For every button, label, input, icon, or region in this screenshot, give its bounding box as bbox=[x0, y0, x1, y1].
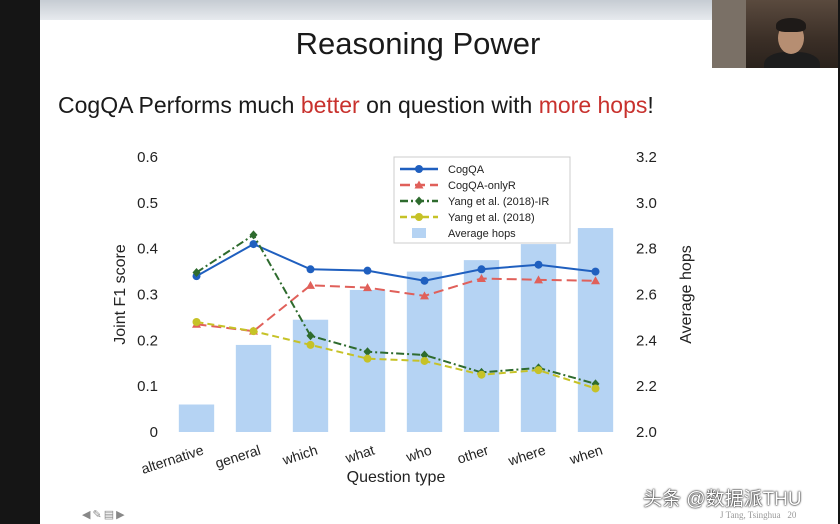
x-tick-label: what bbox=[342, 442, 376, 467]
legend-bar-swatch bbox=[412, 228, 426, 238]
legend-label: Average hops bbox=[448, 228, 516, 240]
x-tick-label: where bbox=[505, 442, 547, 469]
series-point bbox=[306, 331, 315, 341]
series-point bbox=[363, 347, 372, 357]
slide-subtitle: CogQA Performs much better on question w… bbox=[58, 92, 654, 119]
series-point bbox=[249, 327, 258, 336]
webcam-background bbox=[712, 0, 746, 68]
slide-footer: J Tang, Tsinghua 20 bbox=[720, 510, 796, 520]
series-point bbox=[534, 275, 543, 284]
arrow-right-icon[interactable]: ▶ bbox=[116, 509, 127, 521]
legend-marker bbox=[414, 180, 424, 189]
y2-tick-label: 2.0 bbox=[636, 424, 657, 441]
subtitle-exclamation: ! bbox=[647, 92, 654, 118]
y-tick-label: 0.2 bbox=[137, 332, 158, 349]
series-point bbox=[363, 354, 372, 363]
bar-average-hops bbox=[235, 344, 272, 432]
watermark: 头条 @数据派THU bbox=[643, 489, 802, 510]
slide-top-bar bbox=[40, 0, 838, 20]
series-point bbox=[477, 265, 486, 274]
x-tick-label: when bbox=[567, 442, 605, 468]
legend-marker bbox=[415, 196, 423, 206]
footer-author: J Tang, Tsinghua bbox=[720, 510, 781, 520]
legend-label: CogQA-onlyR bbox=[448, 180, 516, 192]
y-tick-label: 0.3 bbox=[137, 287, 158, 304]
series-point bbox=[363, 266, 372, 275]
y-tick-label: 0.1 bbox=[137, 378, 158, 395]
subtitle-highlight-more-hops: more hops bbox=[538, 92, 648, 118]
series-point bbox=[306, 280, 315, 289]
pen-icon[interactable]: ✎ bbox=[92, 509, 104, 521]
y2-axis-title: Average hops bbox=[678, 245, 695, 343]
y-tick-label: 0.6 bbox=[137, 149, 158, 166]
y2-tick-label: 2.8 bbox=[636, 241, 657, 258]
hops-f1-chart: 0 0.1 0.2 0.3 0.4 0.5 0.6 2.0 2.2 2.4 2.6 2.8 3.0 3.2… bbox=[112, 149, 695, 486]
y2-tick-label: 2.6 bbox=[636, 287, 657, 304]
series-point bbox=[306, 265, 315, 274]
series-point bbox=[420, 291, 429, 300]
x-tick-label: alternative bbox=[139, 442, 206, 477]
x-tick-label: who bbox=[403, 442, 434, 466]
subtitle-part: CogQA Performs much bbox=[58, 92, 301, 118]
series-line bbox=[195, 233, 596, 385]
y2-tick-label: 3.2 bbox=[636, 149, 657, 166]
x-tick-label: general bbox=[213, 442, 262, 472]
series-point bbox=[477, 370, 486, 379]
series-point bbox=[249, 230, 258, 240]
bar-average-hops bbox=[577, 228, 614, 432]
legend-label: Yang et al. (2018) bbox=[448, 212, 535, 224]
series-point bbox=[591, 276, 600, 285]
series-line bbox=[196, 277, 596, 333]
webcam-video bbox=[712, 0, 838, 68]
legend-marker bbox=[415, 165, 423, 173]
series-point bbox=[591, 384, 600, 393]
series-point bbox=[591, 267, 600, 276]
subtitle-part: on question with bbox=[359, 92, 539, 118]
y-axis-title: Joint F1 score bbox=[112, 244, 129, 345]
legend-marker bbox=[415, 213, 423, 221]
series-point bbox=[363, 283, 372, 292]
x-tick-label: which bbox=[279, 442, 319, 469]
webcam-person-hair bbox=[776, 18, 806, 32]
y-tick-label: 0 bbox=[150, 424, 158, 441]
menu-icon[interactable]: ▤ bbox=[103, 509, 117, 521]
series-point bbox=[306, 340, 315, 349]
y2-tick-label: 2.2 bbox=[636, 378, 657, 395]
series-point bbox=[249, 240, 258, 249]
series-line bbox=[196, 242, 596, 282]
slide: Reasoning Power CogQA Performs much bett… bbox=[40, 0, 838, 524]
slide-title: Reasoning Power bbox=[295, 26, 541, 61]
y-tick-label: 0.5 bbox=[137, 195, 158, 212]
bar-average-hops bbox=[463, 260, 500, 432]
y2-tick-label: 3.0 bbox=[636, 195, 657, 212]
series-point bbox=[477, 273, 486, 282]
slide-nav-controls[interactable]: ◀✎▤▶ bbox=[82, 508, 127, 521]
webcam-person bbox=[764, 52, 820, 68]
series-line bbox=[196, 321, 596, 390]
arrow-left-icon[interactable]: ◀ bbox=[82, 509, 93, 521]
legend-label: CogQA bbox=[448, 164, 485, 176]
page-number: 20 bbox=[787, 510, 797, 520]
x-tick-label: other bbox=[455, 442, 491, 467]
subtitle-highlight-better: better bbox=[300, 92, 360, 118]
x-axis-title: Question type bbox=[347, 469, 446, 486]
y2-tick-label: 2.4 bbox=[636, 332, 657, 349]
series-point bbox=[420, 276, 429, 285]
legend-label: Yang et al. (2018)-IR bbox=[448, 196, 549, 208]
series-point bbox=[534, 366, 543, 375]
bar-average-hops bbox=[520, 244, 557, 432]
y-tick-label: 0.4 bbox=[137, 241, 158, 258]
series-point bbox=[420, 356, 429, 365]
series-point bbox=[192, 268, 201, 277]
series-point bbox=[192, 318, 201, 326]
series-point bbox=[534, 260, 543, 269]
bar-average-hops bbox=[178, 404, 215, 432]
series-point bbox=[420, 350, 429, 360]
